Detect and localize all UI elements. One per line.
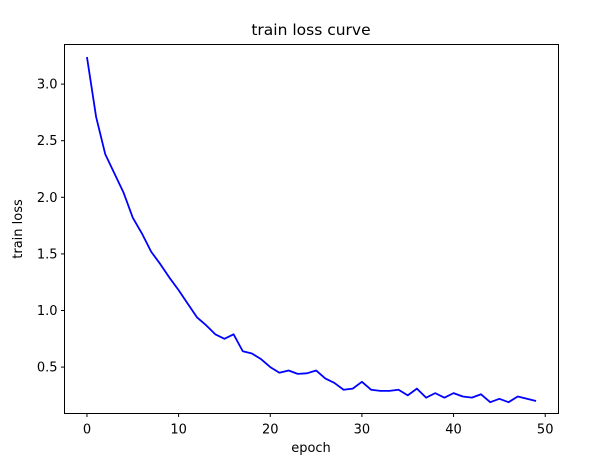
x-tick-label: 40 [445,423,462,438]
x-tick-label: 50 [537,423,554,438]
y-axis-label: train loss [11,199,26,259]
y-tick-label: 3.0 [37,78,58,93]
chart-title: train loss curve [251,21,370,39]
plot-frame [64,44,559,414]
train-loss-line [86,56,537,404]
y-tick-label: 2.0 [37,191,58,206]
y-tick-label: 2.5 [37,134,58,149]
x-tick-label: 10 [170,423,187,438]
y-tick-label: 1.0 [37,304,58,319]
x-axis-ticks: 0 10 20 30 40 50 [83,413,554,438]
x-tick-label: 0 [83,423,91,438]
y-axis-ticks: 0.5 1.0 1.5 2.0 2.5 3.0 [37,78,65,376]
x-axis-label: epoch [291,441,331,456]
y-tick-label: 0.5 [37,361,58,376]
y-tick-label: 1.5 [37,247,58,262]
x-tick-label: 30 [354,423,371,438]
x-tick-label: 20 [262,423,279,438]
